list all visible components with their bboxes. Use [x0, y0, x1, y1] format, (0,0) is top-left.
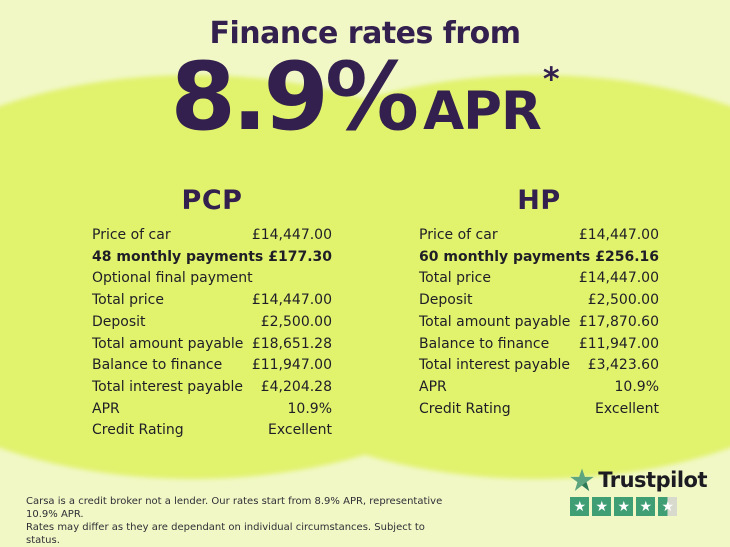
finance-row-value: £14,447.00	[578, 227, 659, 243]
finance-row-label: Total price	[92, 292, 164, 309]
finance-row: Total price £14,447.00	[92, 290, 332, 312]
finance-row: Price of car £14,447.00	[92, 225, 332, 247]
star-box: ★	[592, 497, 612, 516]
finance-row: Total interest payable £4,204.28	[92, 377, 332, 399]
finance-row-value: Excellent	[595, 400, 659, 417]
finance-row-label: Deposit	[92, 313, 146, 330]
finance-row-label: 60 monthly payments	[419, 248, 591, 265]
star-box: ★	[636, 497, 656, 516]
star-icon: ★	[661, 498, 675, 515]
star-icon: ★	[573, 498, 587, 515]
hp-title: HP	[517, 185, 561, 216]
finance-row-value: £4,204.28	[260, 378, 332, 395]
finance-row: Total interest payable £3,423.60	[419, 355, 659, 377]
trustpilot-rating-stars: ★ ★ ★ ★ ★	[570, 497, 707, 516]
finance-row-value: 10.9%	[614, 378, 659, 395]
finance-row-label: Total interest payable	[419, 357, 571, 374]
finance-row: Total amount payable £17,870.60	[419, 312, 659, 334]
star-box: ★	[614, 497, 634, 516]
finance-row-label: Total price	[419, 270, 491, 287]
finance-row: APR 10.9%	[419, 377, 659, 399]
disclaimer: Carsa is a credit broker not a lender. O…	[26, 495, 456, 547]
star-icon: ★	[639, 498, 653, 515]
finance-row-value: Excellent	[268, 422, 332, 439]
finance-row: Balance to finance £11,947.00	[419, 334, 659, 356]
star-box-half: ★	[658, 497, 678, 516]
finance-row-label: Total amount payable	[92, 335, 244, 352]
finance-row-value: £17,870.60	[578, 313, 659, 330]
pcp-title: PCP	[181, 185, 243, 216]
finance-row-value: £177.30	[268, 248, 332, 265]
rate-value: 8.9%	[170, 43, 419, 152]
finance-row-value: £2,500.00	[587, 292, 659, 309]
finance-row: Optional final payment	[92, 268, 332, 290]
finance-row-label: 48 monthly payments	[92, 248, 264, 265]
finance-row: Price of car £14,447.00	[419, 225, 659, 247]
finance-row-value: £2,500.00	[260, 313, 332, 330]
apr-asterisk: *	[542, 60, 560, 98]
star-icon: ★	[617, 498, 631, 515]
trustpilot-logo: Trustpilot	[570, 468, 707, 492]
finance-row-label: APR	[92, 400, 120, 417]
finance-row-label: Credit Rating	[419, 400, 511, 417]
finance-row-value: £18,651.28	[251, 335, 332, 352]
finance-row-label: Balance to finance	[419, 335, 550, 352]
finance-row: 60 monthly payments £256.16	[419, 247, 659, 269]
finance-row-label: Balance to finance	[92, 357, 223, 374]
finance-row-label: Optional final payment	[92, 270, 253, 287]
finance-row-value: £14,447.00	[251, 292, 332, 309]
finance-row: 48 monthly payments £177.30	[92, 247, 332, 269]
finance-row: Credit Rating Excellent	[92, 420, 332, 442]
hp-table: Price of car £14,447.00 60 monthly payment…	[419, 225, 659, 420]
finance-row-label: Total amount payable	[419, 313, 571, 330]
finance-row-label: Total interest payable	[92, 378, 244, 395]
finance-row: Total amount payable £18,651.28	[92, 334, 332, 356]
trustpilot-brand: Trustpilot	[598, 468, 707, 492]
finance-row-value: £256.16	[595, 248, 659, 265]
finance-row-label: Credit Rating	[92, 422, 184, 439]
finance-row: Deposit £2,500.00	[419, 290, 659, 312]
finance-row: Credit Rating Excellent	[419, 399, 659, 421]
star-box: ★	[570, 497, 590, 516]
finance-row-label: Deposit	[419, 292, 473, 309]
disclaimer-line-2: Rates may differ as they are dependant o…	[26, 522, 425, 546]
right-circle-shape	[174, 75, 730, 479]
finance-row: Balance to finance £11,947.00	[92, 355, 332, 377]
finance-row-value: 10.9%	[287, 400, 332, 417]
finance-row-label: Price of car	[92, 227, 171, 243]
finance-row-value: £14,447.00	[251, 227, 332, 243]
finance-row-value: £11,947.00	[578, 335, 659, 352]
pcp-panel: PCP Price of car £14,447.00 48 monthly pay…	[92, 185, 332, 442]
finance-row: Total price £14,447.00	[419, 268, 659, 290]
finance-row-label: Price of car	[419, 227, 498, 243]
trustpilot-star-icon	[570, 468, 594, 492]
trustpilot-widget[interactable]: Trustpilot ★ ★ ★ ★ ★	[570, 468, 707, 516]
finance-row-value: £3,423.60	[587, 357, 659, 374]
finance-row: Deposit £2,500.00	[92, 312, 332, 334]
headline-rate: 8.9% APR *	[0, 46, 730, 154]
finance-row-value: £14,447.00	[578, 270, 659, 287]
page-title: Finance rates from	[209, 16, 521, 51]
finance-row: APR 10.9%	[92, 399, 332, 421]
finance-row-value: £11,947.00	[251, 357, 332, 374]
finance-row-label: APR	[419, 378, 447, 395]
pcp-table: Price of car £14,447.00 48 monthly payment…	[92, 225, 332, 442]
disclaimer-line-1: Carsa is a credit broker not a lender. O…	[26, 496, 443, 520]
star-icon: ★	[595, 498, 609, 515]
hp-panel: HP Price of car £14,447.00 60 monthly paym…	[419, 185, 659, 420]
apr-label: APR	[423, 81, 542, 142]
